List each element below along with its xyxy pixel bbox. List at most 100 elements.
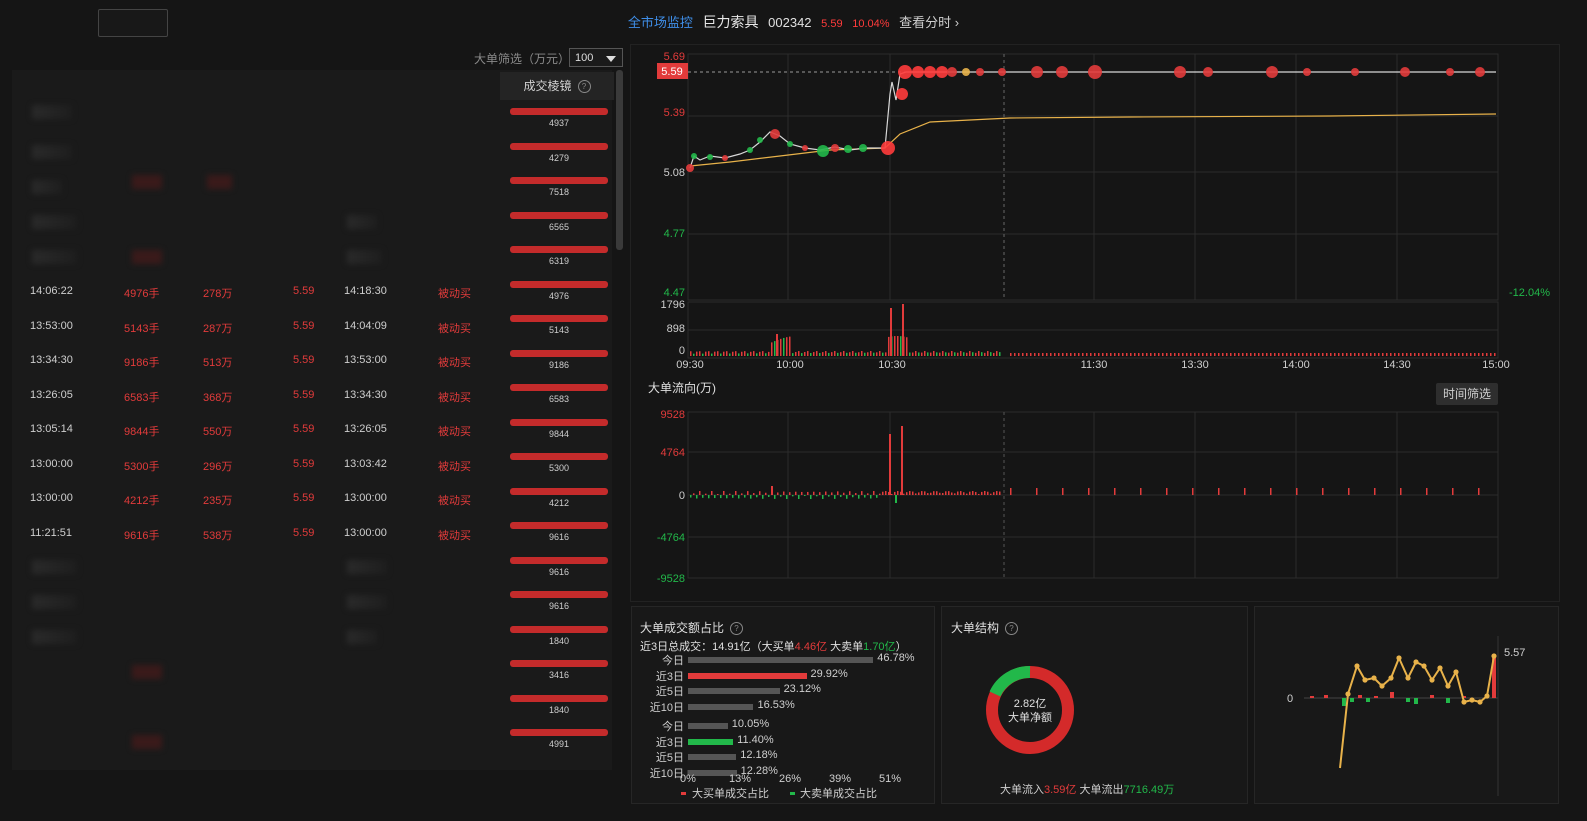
prism-bar[interactable] bbox=[510, 660, 608, 667]
help-icon[interactable]: ? bbox=[1005, 622, 1019, 636]
help-icon[interactable]: ? bbox=[577, 80, 591, 94]
trade-row[interactable]: 13:00:00 5300手 296万 5.59 13:03:42 被动买 bbox=[12, 458, 502, 492]
volume-bar bbox=[1146, 353, 1148, 356]
trade-row[interactable]: 13:05:14 9844手 550万 5.59 13:26:05 被动买 bbox=[12, 423, 502, 457]
volume-bar bbox=[882, 352, 884, 356]
volume-bar bbox=[711, 353, 713, 356]
volume-bar bbox=[789, 336, 791, 356]
prism-bar[interactable] bbox=[510, 453, 608, 460]
ratio-sell-bar bbox=[688, 738, 734, 745]
trade-list-scrollbar[interactable] bbox=[616, 70, 623, 250]
volume-bar bbox=[1274, 353, 1276, 356]
large-order-dot bbox=[898, 65, 912, 79]
prism-bar[interactable] bbox=[510, 315, 608, 322]
trade-row[interactable]: 14:06:22 4976手 278万 5.59 14:18:30 被动买 bbox=[12, 285, 502, 319]
trade-row[interactable]: 11:21:51 9616手 538万 5.59 13:00:00 被动买 bbox=[12, 527, 502, 561]
flow-title: 大单流向(万) bbox=[648, 380, 716, 395]
flow-bar bbox=[942, 493, 944, 495]
volume-bar bbox=[1190, 353, 1192, 356]
volume-bar bbox=[750, 351, 752, 356]
legend-buy-swatch bbox=[681, 792, 686, 795]
volume-bar bbox=[1234, 353, 1236, 356]
volume-bar bbox=[1486, 353, 1488, 356]
flow-bar bbox=[801, 491, 803, 495]
prism-bar[interactable] bbox=[510, 108, 608, 115]
prism-bar[interactable] bbox=[510, 211, 608, 219]
volume-bar bbox=[699, 351, 701, 356]
symbol-input-box[interactable] bbox=[98, 9, 168, 37]
volume-bar bbox=[1038, 353, 1040, 356]
large-order-dot bbox=[1266, 66, 1278, 78]
flow-bar bbox=[951, 492, 953, 495]
volume-bar bbox=[1178, 353, 1180, 356]
large-order-filter-select[interactable]: 100 bbox=[569, 48, 623, 67]
volume-bar bbox=[936, 352, 938, 356]
prism-bar[interactable] bbox=[510, 694, 608, 702]
vol-tick-zero: 0 bbox=[679, 345, 685, 357]
volume-bar bbox=[714, 351, 716, 356]
flow-bar bbox=[889, 434, 891, 495]
volume-bar bbox=[1054, 353, 1056, 356]
ratio-buy-bar bbox=[688, 703, 754, 710]
prism-bar[interactable] bbox=[510, 280, 608, 288]
prism-bar-label: 6319 bbox=[548, 256, 570, 266]
avg-price-line bbox=[689, 113, 1497, 167]
volume-bar bbox=[855, 352, 857, 356]
volume-bar bbox=[717, 351, 719, 356]
mini-bar bbox=[1414, 698, 1418, 704]
flow-bar bbox=[882, 491, 884, 495]
trade-type: 被动买 bbox=[438, 322, 471, 335]
chart-panel bbox=[630, 44, 1560, 602]
volume-bar bbox=[1206, 353, 1208, 356]
large-order-dot bbox=[691, 153, 697, 159]
prism-bar[interactable] bbox=[510, 418, 608, 426]
prism-bar[interactable] bbox=[510, 522, 608, 529]
volume-bar bbox=[999, 352, 1001, 356]
volume-bar bbox=[1254, 353, 1256, 356]
trade-row[interactable]: 13:00:00 4212手 235万 5.59 13:00:00 被动买 bbox=[12, 492, 502, 526]
volume-bar bbox=[1306, 353, 1308, 356]
trade-vol: 9616手 bbox=[124, 529, 160, 542]
volume-bar bbox=[1014, 353, 1016, 356]
volume-bar bbox=[776, 334, 778, 356]
prism-bar[interactable] bbox=[510, 384, 608, 391]
volume-bar bbox=[1154, 353, 1156, 356]
volume-bar bbox=[1398, 353, 1400, 356]
trade-row[interactable]: 13:34:30 9186手 513万 5.59 13:53:00 被动买 bbox=[12, 354, 502, 388]
market-monitor-link[interactable]: 全市场监控 bbox=[627, 15, 693, 30]
trade-row[interactable]: 13:26:05 6583手 368万 5.59 13:34:30 被动买 bbox=[12, 389, 502, 423]
volume-bar bbox=[1318, 353, 1320, 356]
time-filter-button[interactable]: 时间筛选 bbox=[1436, 383, 1498, 405]
prism-bar-label: 6583 bbox=[548, 394, 570, 404]
trade-type: 被动买 bbox=[438, 495, 471, 507]
prism-bar[interactable] bbox=[510, 487, 608, 495]
volume-bar bbox=[1078, 353, 1080, 356]
legend-sell-swatch bbox=[790, 792, 795, 795]
flow-bar bbox=[1244, 488, 1246, 495]
flow-tick: 9528 bbox=[661, 409, 685, 421]
flow-bar bbox=[939, 492, 941, 495]
prism-bar-label: 5143 bbox=[548, 325, 570, 335]
trade-time2: 13:03:42 bbox=[344, 457, 387, 470]
prism-bar[interactable] bbox=[510, 349, 608, 357]
prism-bar[interactable] bbox=[510, 177, 608, 184]
prism-bar[interactable] bbox=[510, 246, 608, 253]
prism-bar[interactable] bbox=[510, 729, 608, 736]
flow-bar bbox=[699, 491, 701, 495]
trade-time: 13:00:00 bbox=[30, 457, 73, 470]
mini-bar bbox=[1324, 695, 1328, 698]
view-minute-link[interactable]: 查看分时 › bbox=[899, 15, 960, 30]
volume-bar bbox=[732, 351, 734, 356]
prism-bar[interactable] bbox=[510, 142, 608, 150]
trade-row[interactable]: 13:53:00 5143手 287万 5.59 14:04:09 被动买 bbox=[12, 320, 502, 354]
ratio-buy-value: 23.12% bbox=[783, 683, 821, 695]
volume-bar bbox=[990, 352, 992, 356]
flow-tick: 4764 bbox=[661, 447, 685, 459]
help-icon[interactable]: ? bbox=[730, 622, 744, 636]
prism-bar[interactable] bbox=[510, 625, 608, 633]
time-tick: 09:30 bbox=[676, 359, 704, 371]
prism-bar[interactable] bbox=[510, 591, 608, 598]
volume-bar bbox=[933, 351, 935, 356]
prism-bar[interactable] bbox=[510, 556, 608, 564]
flow-bar bbox=[810, 495, 812, 499]
